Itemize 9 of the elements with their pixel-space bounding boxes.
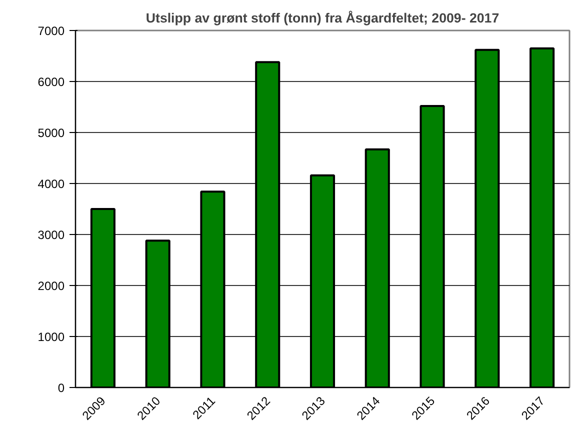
y-tick-label: 5000 xyxy=(38,126,65,140)
y-tick-label: 4000 xyxy=(38,177,65,191)
y-tick-label: 6000 xyxy=(38,75,65,89)
y-tick-label: 1000 xyxy=(38,330,65,344)
y-tick-label: 2000 xyxy=(38,279,65,293)
y-tick-label: 7000 xyxy=(38,24,65,38)
chart-title: Utslipp av grønt stoff (tonn) fra Åsgardfeltet; 2009- 2017 xyxy=(146,10,500,26)
y-tick-label: 0 xyxy=(58,381,65,395)
y-tick-label: 3000 xyxy=(38,228,65,242)
